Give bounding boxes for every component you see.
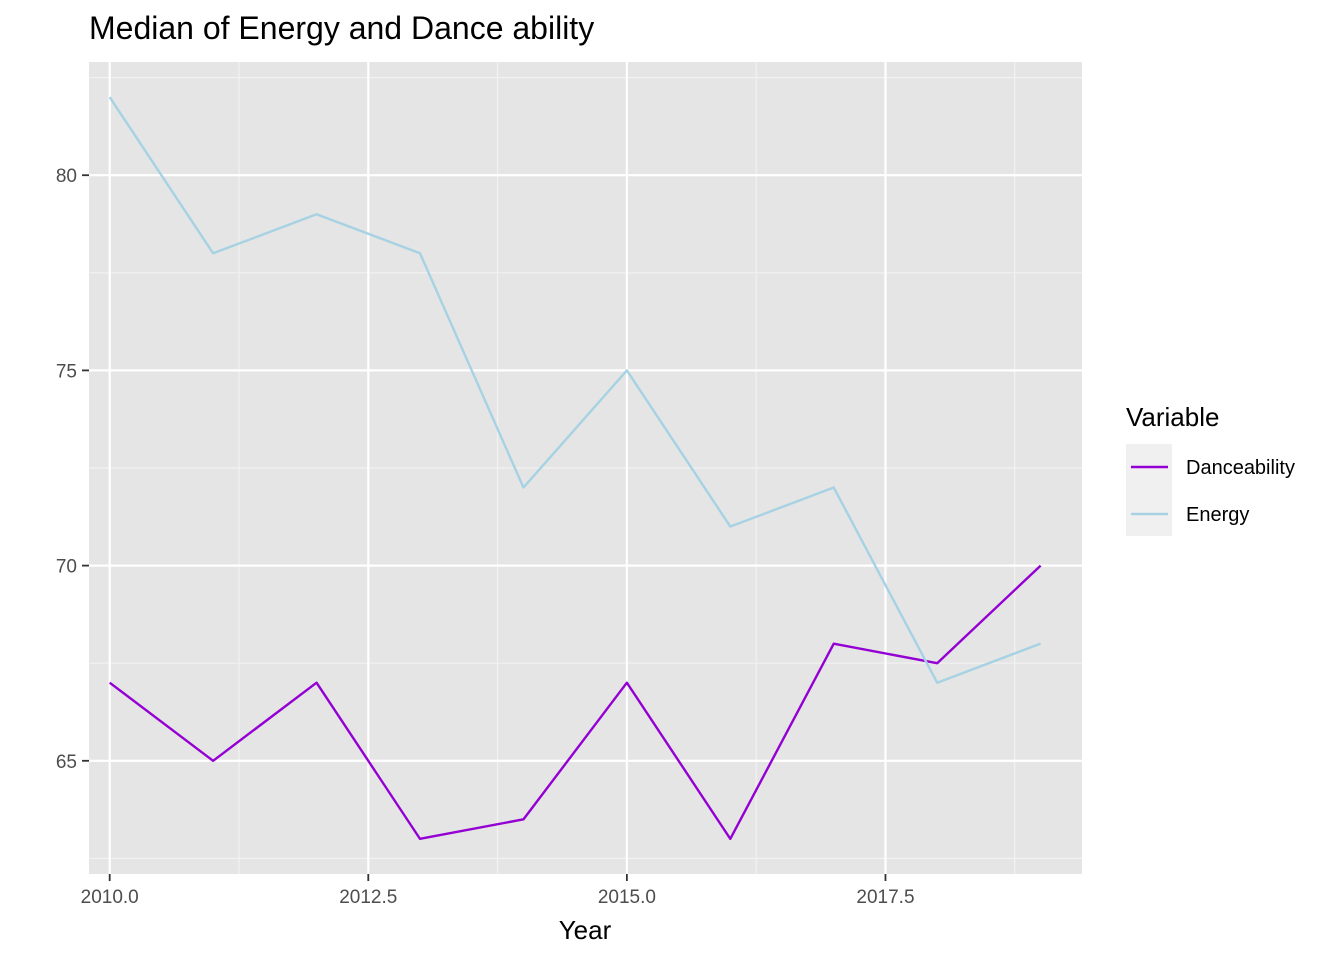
x-tick-label: 2017.5 [856,887,914,908]
y-tick-label: 75 [56,361,77,382]
legend-label-danceability: Danceability [1186,457,1295,479]
y-tick-label: 70 [56,557,77,578]
series-line-energy [108,96,1042,684]
major-gridlines [89,62,1082,874]
y-tick-label: 80 [56,166,77,187]
y-tick-label: 65 [56,752,77,773]
legend-title: Variable [1126,402,1219,432]
legend-label-energy: Energy [1186,504,1249,526]
x-tick-label: 2015.0 [598,887,656,908]
minor-gridlines [89,62,1082,874]
legend: Variable Danceability Energy [1126,402,1295,536]
legend-key-background [1126,444,1172,536]
x-axis: 2010.0 2012.5 2015.0 2017.5 [81,874,915,908]
series-lines [108,96,1042,841]
chart-title: Median of Energy and Dance ability [89,10,594,46]
y-axis: 65 70 75 80 [56,166,89,773]
x-tick-label: 2010.0 [81,887,139,908]
series-line-danceability [108,564,1042,841]
x-axis-title: Year [559,915,612,945]
x-tick-label: 2012.5 [339,887,397,908]
